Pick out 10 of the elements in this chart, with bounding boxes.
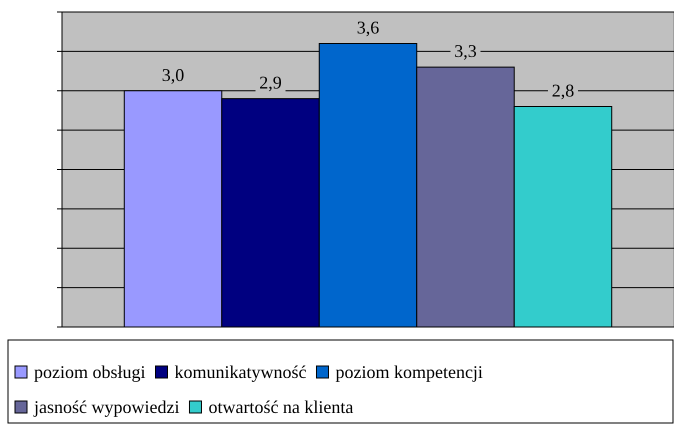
legend-label: poziom obsługi <box>34 362 146 382</box>
data-label: 2,9 <box>259 72 282 93</box>
legend-label: poziom kompetencji <box>335 362 483 382</box>
legend-label: komunikatywność <box>174 362 306 382</box>
data-label: 3,6 <box>356 18 380 38</box>
data-label: 2,8 <box>552 80 574 100</box>
legend-label: jasność wypowiedzi <box>33 397 180 417</box>
data-label: 3,0 <box>162 64 184 85</box>
data-label: 3,3 <box>454 41 477 62</box>
legend-label: otwartość na klienta <box>208 397 354 417</box>
